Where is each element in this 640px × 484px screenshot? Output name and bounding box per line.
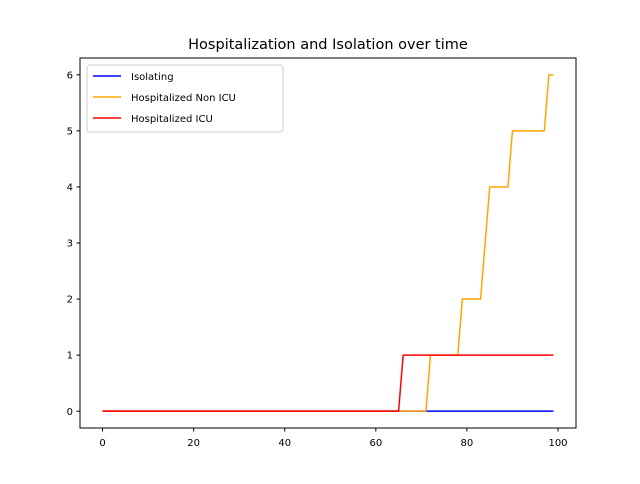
y-tick-label: 1 — [67, 351, 73, 362]
legend: Isolating Hospitalized Non ICU Hospitalize… — [86, 64, 284, 133]
x-tick-label: 40 — [278, 438, 291, 449]
series-layer — [102, 74, 554, 412]
legend-label-1: Hospitalized Non ICU — [131, 93, 236, 104]
y-tick-label: 3 — [67, 239, 73, 250]
y-tick-label: 5 — [67, 126, 73, 137]
x-tick-label: 80 — [461, 438, 474, 449]
y-tick-label: 2 — [67, 295, 73, 306]
y-tick-label: 0 — [67, 407, 73, 418]
series-line-2 — [102, 354, 554, 412]
legend-label-2: Hospitalized ICU — [131, 114, 213, 125]
legend-frame — [86, 64, 284, 133]
x-axis: 0 20 40 60 80 100 — [99, 428, 568, 449]
x-tick-label: 20 — [187, 438, 200, 449]
x-tick-label: 60 — [369, 438, 382, 449]
chart-title: Hospitalization and Isolation over time — [188, 37, 468, 53]
series-line-1 — [102, 74, 554, 412]
y-tick-label: 6 — [67, 70, 73, 81]
y-tick-label: 4 — [67, 183, 73, 194]
x-tick-label: 100 — [548, 438, 567, 449]
legend-label-0: Isolating — [131, 72, 174, 83]
x-tick-label: 0 — [99, 438, 105, 449]
y-axis: 0 1 2 3 4 5 6 — [67, 70, 80, 418]
